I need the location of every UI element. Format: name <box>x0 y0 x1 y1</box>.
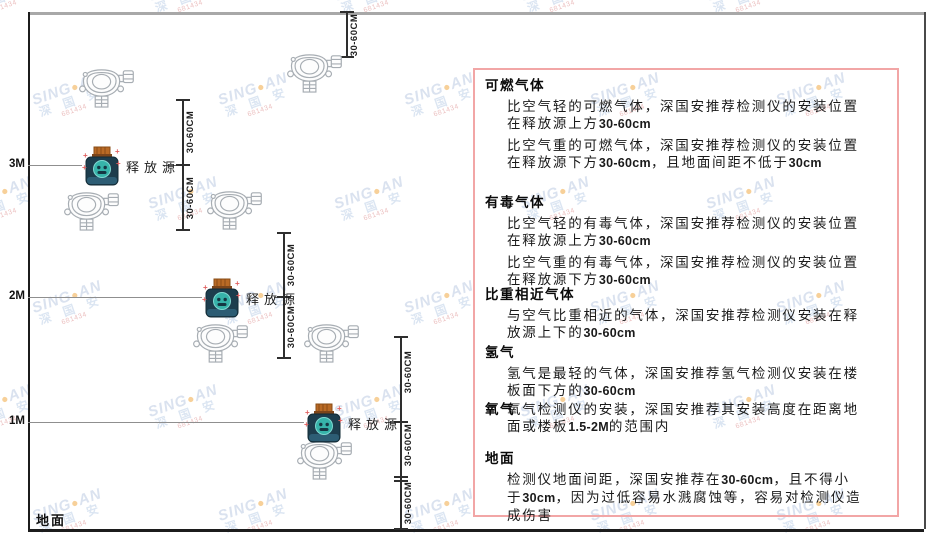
svg-text:+: + <box>337 404 342 413</box>
height-label-3m: 3M <box>9 158 25 170</box>
svg-text:+: + <box>202 295 207 304</box>
level-line <box>28 422 304 423</box>
dimension-label: 30-60CM <box>403 423 414 467</box>
panel-paragraph: 与空气比重相近的气体，深国安推荐检测仪安装在释放源上下的30-60cm <box>507 308 859 340</box>
gas-detector-icon <box>206 189 264 236</box>
measurement-value: 30-60cm <box>598 273 651 287</box>
panel-paragraph: 比空气重的可燃气体，深国安推荐检测仪的安装位置在释放源下方30-60cm，且地面… <box>507 138 859 170</box>
release-source-icon: + + + + <box>304 403 344 450</box>
measurement-value: 30-60cm <box>598 117 651 131</box>
svg-text:+: + <box>338 416 343 425</box>
panel-section-heading: 比重相近气体 <box>485 287 575 302</box>
dimension-tick <box>394 480 408 482</box>
panel-paragraph: 比空气轻的有毒气体，深国安推荐检测仪的安装位置在释放源上方30-60cm <box>507 216 859 248</box>
release-source-icon: + + + + <box>202 278 242 325</box>
panel-section: 氢气氢气是最轻的气体，深国安推荐氢气检测仪安装在楼板面下方的30-60cm <box>485 344 889 400</box>
height-axis-line <box>28 12 30 531</box>
release-source-icon: + + + + <box>82 146 122 193</box>
height-label-2m: 2M <box>9 290 25 302</box>
svg-text:+: + <box>115 147 120 156</box>
dimension-tick <box>394 476 408 478</box>
gas-detector-icon <box>296 439 354 486</box>
dimension-line <box>400 337 402 529</box>
dimension-connector-line <box>386 422 400 423</box>
dimension-tick <box>340 11 354 13</box>
svg-text:+: + <box>116 159 121 168</box>
panel-paragraph: 检测仪地面间距，深国安推荐在30-60cm，且不得小于30cm，因为过低容易水溅… <box>507 472 862 523</box>
gas-detector-icon <box>192 322 250 369</box>
measurement-value: 30-60cm <box>721 473 774 487</box>
dimension-line <box>283 233 285 358</box>
svg-text:+: + <box>305 408 310 417</box>
ground-line <box>28 529 924 532</box>
gas-detector-icon <box>303 322 361 369</box>
dimension-tick <box>394 421 408 423</box>
svg-text:+: + <box>304 420 309 429</box>
gas-detector-icon <box>78 67 136 114</box>
svg-text:+: + <box>83 151 88 160</box>
measurement-value: 30cm <box>522 491 556 505</box>
measurement-value: 30-60cm <box>598 234 651 248</box>
measurement-value: 1.5-2M <box>568 420 609 434</box>
panel-section-heading: 氢气 <box>485 345 515 360</box>
dimension-label: 30-60CM <box>185 176 196 220</box>
right-wall-line <box>924 12 926 529</box>
level-line <box>28 297 202 298</box>
dimension-connector-line <box>274 297 283 298</box>
dimension-tick <box>277 357 291 359</box>
dimension-connector-line <box>163 165 182 166</box>
dimension-line <box>346 12 348 57</box>
panel-section-heading: 氧气 <box>485 402 515 417</box>
panel-paragraph: 比空气重的有毒气体，深国安推荐检测仪的安装位置在释放源下方30-60cm <box>507 255 859 287</box>
panel-section: 地面检测仪地面间距，深国安推荐在30-60cm，且不得小于30cm，因为过低容易… <box>485 450 889 524</box>
dimension-label: 30-60CM <box>403 481 414 525</box>
dimension-label: 30-60CM <box>286 243 297 287</box>
dimension-tick <box>176 164 190 166</box>
panel-section: 可燃气体比空气轻的可燃气体，深国安推荐检测仪的安装位置在释放源上方30-60cm… <box>485 77 889 172</box>
level-line <box>28 165 82 166</box>
dimension-tick <box>340 56 354 58</box>
release-source-label: 释放源 <box>126 160 181 175</box>
release-source-label: 释放源 <box>348 417 403 432</box>
measurement-value: 30cm <box>788 156 822 170</box>
panel-section: 比重相近气体与空气比重相近的气体，深国安推荐检测仪安装在释放源上下的30-60c… <box>485 286 889 342</box>
ceiling-line <box>28 12 924 15</box>
dimension-tick <box>176 229 190 231</box>
svg-text:+: + <box>203 283 208 292</box>
dimension-tick <box>394 528 408 530</box>
dimension-label: 30-60CM <box>349 13 360 57</box>
dimension-tick <box>176 99 190 101</box>
panel-section-heading: 地面 <box>485 451 515 466</box>
height-label-1m: 1M <box>9 415 25 427</box>
measurement-value: 30-60cm <box>598 156 651 170</box>
ground-label: 地面 <box>36 513 67 528</box>
panel-section-heading: 有毒气体 <box>485 195 545 210</box>
gas-detector-icon <box>286 52 344 99</box>
dimension-label: 30-60CM <box>185 110 196 154</box>
svg-text:+: + <box>82 163 87 172</box>
svg-text:+: + <box>235 279 240 288</box>
measurement-value: 30-60cm <box>583 384 636 398</box>
measurement-value: 30-60cm <box>583 326 636 340</box>
dimension-label: 30-60CM <box>403 350 414 394</box>
gas-detector-icon <box>63 190 121 237</box>
dimension-tick <box>277 296 291 298</box>
info-panel: 可燃气体比空气轻的可燃气体，深国安推荐检测仪的安装位置在释放源上方30-60cm… <box>473 68 899 523</box>
panel-section: 有毒气体比空气轻的有毒气体，深国安推荐检测仪的安装位置在释放源上方30-60cm… <box>485 194 889 289</box>
panel-paragraph: 氧气检测仪的安装，深国安推荐其安装高度在距离地面或楼板1.5-2M的范围内 <box>507 402 859 434</box>
panel-section: 氧气 氧气检测仪的安装，深国安推荐其安装高度在距离地面或楼板1.5-2M的范围内 <box>485 401 889 436</box>
panel-paragraph: 氢气是最轻的气体，深国安推荐氢气检测仪安装在楼板面下方的30-60cm <box>507 366 859 398</box>
svg-text:+: + <box>236 291 241 300</box>
panel-section-heading: 可燃气体 <box>485 78 545 93</box>
release-source-label: 释放源 <box>246 292 301 307</box>
dimension-tick <box>277 232 291 234</box>
dimension-tick <box>394 336 408 338</box>
panel-paragraph: 比空气轻的可燃气体，深国安推荐检测仪的安装位置在释放源上方30-60cm <box>507 99 859 131</box>
